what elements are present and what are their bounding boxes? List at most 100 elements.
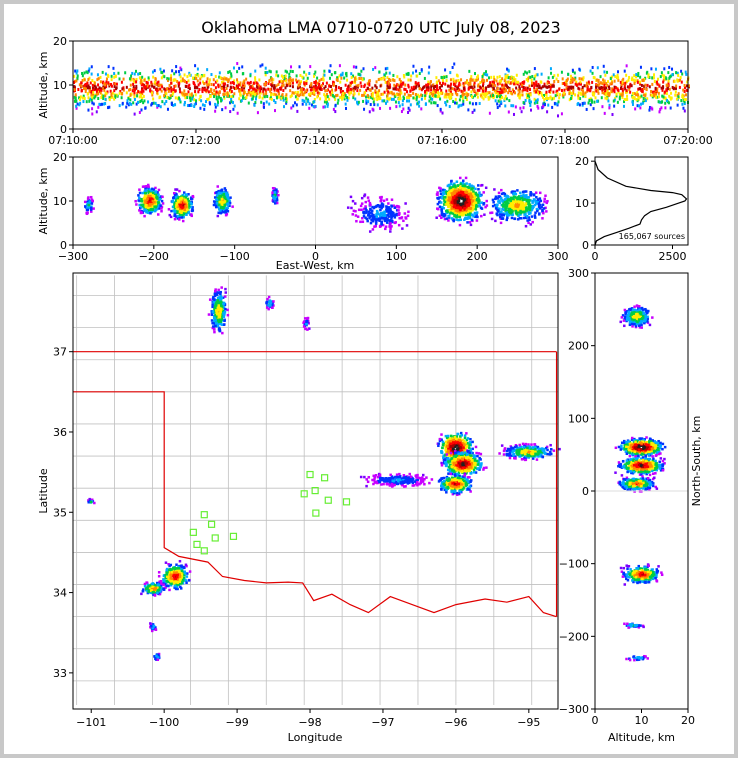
source-density-cell [324,85,327,89]
source-density-cell [187,204,191,208]
source-density-cell [525,196,529,199]
source-density-cell [632,78,635,82]
source-density-cell [537,203,541,206]
source-density-cell [93,96,96,100]
source-density-cell [362,99,365,103]
source-density-cell [603,70,606,74]
source-density-cell [76,102,79,106]
source-density-cell [507,209,511,213]
source-density-cell [201,88,204,92]
source-cluster [83,195,95,216]
source-density-cell [453,87,456,91]
source-density-cell [269,95,272,99]
source-density-cell [541,208,544,212]
source-density-cell [579,82,582,86]
source-density-cell [547,76,550,80]
source-density-cell [80,84,83,88]
source-density-cell [207,97,210,101]
source-density-cell [288,82,291,86]
source-density-cell [487,76,490,80]
source-density-cell [449,90,452,94]
source-density-cell [550,71,553,75]
source-density-cell [667,71,670,75]
source-density-cell [323,86,326,90]
source-density-cell [291,70,294,74]
source-density-cell [561,82,564,86]
source-density-cell [448,199,451,202]
source-density-cell [529,93,532,97]
source-density-cell [346,87,349,91]
source-density-cell [432,89,435,93]
source-density-cell [145,87,148,91]
source-density-cell [260,87,263,91]
source-density-cell [352,87,355,91]
source-density-cell [459,176,462,180]
source-density-cell [651,95,654,99]
source-density-cell [178,96,181,100]
source-density-cell [445,79,448,83]
source-density-cell [160,205,164,209]
source-density-cell [440,75,443,79]
source-density-cell [111,91,114,95]
source-density-cell [337,98,340,102]
source-density-cell [427,71,430,75]
source-density-cell [511,206,514,210]
source-density-cell [173,212,177,216]
source-density-cell [572,88,575,92]
source-density-cell [154,191,157,194]
source-density-cell [146,201,149,205]
source-density-cell [536,73,539,77]
source-density-cell [417,93,420,97]
source-density-cell [151,70,154,74]
source-density-cell [578,82,581,86]
source-density-cell [341,90,344,94]
source-density-cell [273,202,277,205]
source-density-cell [400,84,403,88]
source-density-cell [482,82,485,86]
source-density-cell [146,208,150,212]
source-density-cell [496,75,499,79]
source-density-cell [503,87,506,91]
source-density-cell [521,84,524,88]
source-density-cell [436,191,439,194]
source-density-cell [473,198,476,201]
source-density-cell [172,192,176,195]
source-density-cell [671,73,674,77]
source-density-cell [226,84,229,88]
lma-figure: Oklahoma LMA 0710-0720 UTC July 08, 2023… [37,18,713,744]
source-density-cell [459,182,463,186]
source-density-cell [86,92,89,96]
source-density-cell [233,92,236,96]
source-density-cell [681,72,684,76]
source-density-cell [581,102,584,106]
source-density-cell [226,196,230,199]
source-density-cell [159,196,162,200]
source-density-cell [452,82,455,86]
source-density-cell [439,192,443,196]
source-density-cell [215,205,218,209]
source-density-cell [455,73,458,77]
source-density-cell [206,77,209,81]
source-density-cell [403,87,406,91]
source-density-cell [418,87,421,91]
source-density-cell [470,85,473,89]
source-density-cell [568,92,571,96]
source-density-cell [193,98,196,102]
source-density-cell [620,82,623,86]
source-density-cell [451,92,454,96]
source-density-cell [133,112,136,116]
source-density-cell [90,65,93,69]
source-density-cell [442,203,446,206]
source-density-cell [156,81,159,85]
source-density-cell [394,100,397,104]
source-density-cell [493,78,496,82]
source-density-cell [549,83,552,87]
source-density-cell [191,97,194,101]
source-density-cell [454,89,457,93]
source-density-cell [222,77,225,81]
source-density-cell [314,104,317,108]
source-density-cell [456,87,459,91]
source-density-cell [439,107,442,111]
source-density-cell [398,94,401,98]
source-density-cell [420,93,423,97]
